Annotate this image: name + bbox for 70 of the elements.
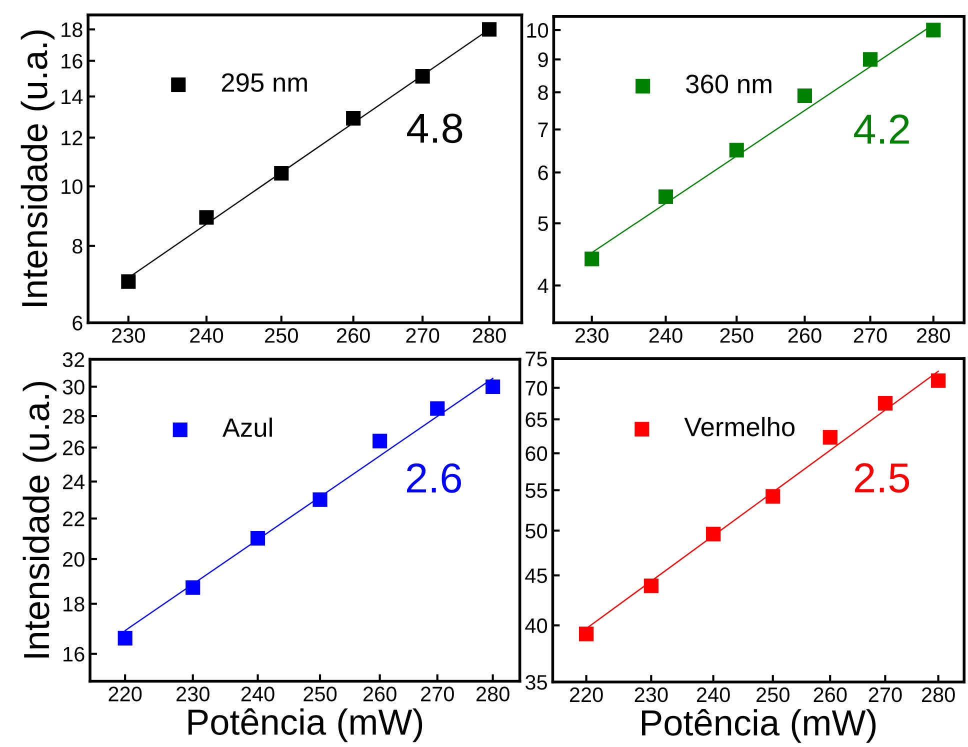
x-tick-label: 260 — [337, 328, 370, 343]
y-tick-label: 60 — [526, 446, 548, 462]
x-tick-label: 260 — [814, 687, 847, 702]
x-tick-label: 230 — [112, 328, 145, 343]
x-axis-title: Potência (mW) — [642, 709, 876, 743]
y-tick-label: 16 — [62, 54, 82, 69]
y-tick-label: 8 — [538, 85, 548, 100]
x-tick-label: 220 — [108, 686, 142, 702]
y-tick-label: 12 — [62, 130, 82, 146]
x-tick-label: 240 — [649, 328, 682, 343]
y-tick-label: 7 — [538, 122, 548, 138]
y-tick-label: 16 — [64, 646, 84, 662]
y-tick-label: 24 — [63, 474, 85, 490]
y-tick-label: 55 — [526, 483, 547, 498]
x-tick-label: 260 — [363, 686, 396, 702]
x-tick-label: 240 — [696, 687, 730, 702]
x-tick-label: 250 — [265, 328, 298, 343]
y-tick-label: 35 — [525, 675, 547, 690]
y-tick-label: 18 — [64, 596, 84, 612]
y-tick-label: 6 — [72, 316, 82, 330]
y-tick-label: 10 — [527, 23, 548, 38]
legend-label: 295 nm — [222, 73, 307, 92]
x-tick-label: 270 — [854, 328, 887, 343]
y-tick-label: 45 — [525, 568, 547, 584]
x-tick-label: 230 — [634, 687, 668, 702]
y-tick-label: 65 — [526, 412, 547, 428]
annotation: 4.2 — [854, 114, 909, 144]
y-axis-title: Intensidade (u.a.) — [20, 30, 54, 306]
x-tick-label: 240 — [190, 328, 224, 343]
y-tick-label: 30 — [62, 380, 84, 394]
annotation: 4.8 — [407, 114, 462, 144]
legend-label: 360 nm — [686, 74, 772, 94]
y-tick-label: 26 — [63, 440, 84, 456]
y-tick-label: 22 — [63, 512, 84, 526]
y-tick-label: 6 — [538, 165, 548, 180]
y-tick-label: 70 — [526, 380, 548, 396]
x-axis-title: Potência (mW) — [188, 708, 422, 742]
x-tick-label: 280 — [922, 687, 955, 702]
y-tick-label: 8 — [72, 238, 82, 254]
y-tick-label: 75 — [526, 352, 547, 366]
y-tick-label: 14 — [62, 90, 83, 104]
x-tick-label: 270 — [406, 328, 440, 343]
x-tick-label: 280 — [476, 686, 510, 702]
x-tick-label: 250 — [304, 686, 337, 702]
x-tick-label: 260 — [788, 328, 822, 343]
y-tick-label: 10 — [62, 179, 82, 194]
y-tick-label: 5 — [538, 216, 548, 232]
y-tick-label: 4 — [538, 278, 548, 294]
annotation: 2.6 — [406, 463, 461, 493]
y-tick-label: 50 — [526, 524, 548, 538]
x-tick-label: 280 — [917, 328, 950, 343]
legend-label: Vermelho — [684, 416, 795, 436]
x-tick-label: 230 — [576, 328, 608, 343]
x-tick-label: 270 — [868, 687, 902, 702]
y-tick-label: 40 — [525, 618, 548, 634]
y-tick-label: 18 — [62, 22, 82, 38]
y-tick-label: 28 — [63, 409, 84, 424]
y-axis-title: Intensidade (u.a.) — [22, 382, 56, 658]
x-tick-label: 230 — [176, 686, 210, 702]
annotation: 2.5 — [854, 463, 910, 493]
x-tick-label: 280 — [472, 328, 506, 343]
y-tick-label: 32 — [62, 352, 84, 368]
y-tick-label: 9 — [538, 52, 548, 68]
x-tick-label: 270 — [421, 686, 454, 702]
x-tick-label: 250 — [756, 687, 790, 702]
x-tick-label: 240 — [241, 686, 274, 702]
x-tick-label: 220 — [570, 687, 603, 702]
x-tick-label: 250 — [720, 328, 754, 343]
y-tick-label: 20 — [63, 552, 84, 567]
legend-label: Azul — [222, 418, 272, 438]
